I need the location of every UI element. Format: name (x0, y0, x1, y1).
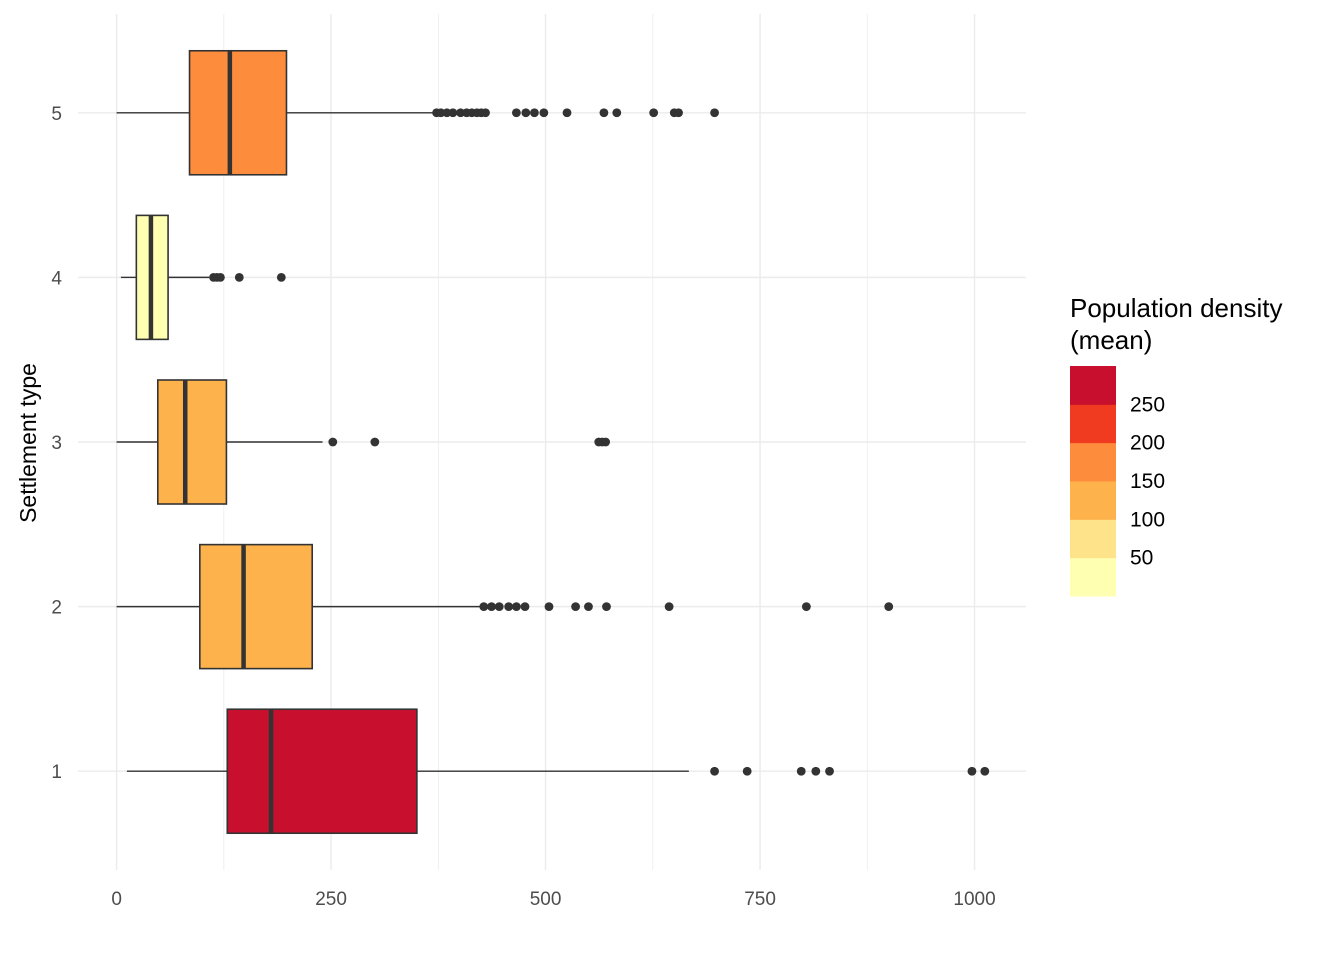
y-axis-title: Settlement type (15, 363, 41, 523)
box-category-2 (116, 543, 894, 670)
legend-swatch (1070, 481, 1116, 520)
legend-swatch (1070, 366, 1116, 405)
outlier-point (494, 602, 504, 612)
legend-swatch (1070, 404, 1116, 444)
legend-label: 200 (1130, 432, 1165, 455)
x-tick-label: 500 (530, 889, 562, 910)
outlier-point (328, 437, 338, 447)
outlier-point (664, 602, 674, 612)
legend-swatch (1070, 519, 1116, 559)
outlier-point (967, 766, 977, 776)
outlier-point (511, 108, 521, 118)
outlier-point (504, 602, 514, 612)
x-tick-label: 0 (111, 889, 122, 910)
outlier-point (530, 108, 539, 118)
y-axis-ticks: 1 2 3 4 5 (51, 104, 62, 783)
box-iqr (199, 543, 314, 670)
outlier-point (448, 108, 458, 118)
x-tick-label: 750 (744, 889, 776, 910)
legend-colorbar (1070, 366, 1116, 597)
outlier-point (481, 108, 490, 118)
legend-title-line1: Population density (1070, 293, 1282, 323)
legend-label: 100 (1130, 508, 1165, 531)
outlier-point (276, 272, 286, 282)
outlier-point (602, 602, 611, 612)
outlier-point (742, 766, 752, 776)
outlier-point (710, 108, 719, 118)
box-iqr (156, 379, 228, 505)
box-category-5 (116, 49, 719, 176)
y-tick-label: 5 (51, 104, 62, 125)
outlier-point (649, 108, 659, 118)
legend-swatch (1070, 557, 1116, 597)
outlier-point (539, 108, 549, 118)
outlier-point (601, 437, 611, 447)
outlier-point (487, 602, 496, 612)
outlier-point (571, 602, 580, 612)
legend-label: 150 (1130, 470, 1165, 493)
outlier-point (599, 108, 609, 118)
x-axis-ticks: 0 250 500 750 1000 (111, 889, 995, 910)
y-tick-label: 1 (51, 762, 62, 783)
outlier-point (796, 766, 806, 776)
legend-label: 250 (1130, 393, 1165, 416)
outlier-point (980, 766, 990, 776)
outlier-point (520, 602, 530, 612)
outlier-point (370, 437, 380, 447)
legend-swatch (1070, 442, 1116, 482)
box-category-3 (116, 379, 611, 505)
outlier-point (811, 766, 821, 776)
outlier-point (884, 602, 894, 612)
box-category-1 (126, 708, 990, 835)
outlier-point (216, 272, 225, 282)
outlier-point (584, 602, 593, 612)
y-tick-label: 4 (51, 268, 62, 289)
legend-label: 50 (1130, 547, 1153, 570)
boxes (116, 49, 990, 835)
outlier-point (612, 108, 622, 118)
outlier-point (511, 602, 521, 612)
outlier-point (825, 766, 834, 776)
x-tick-label: 1000 (953, 889, 995, 910)
outlier-point (521, 108, 531, 118)
outlier-point (479, 602, 489, 612)
outlier-point (544, 602, 554, 612)
box-iqr (226, 708, 418, 835)
y-tick-label: 3 (51, 433, 62, 454)
legend: Population density (mean) 50 100 150 200 250 (1070, 293, 1282, 597)
box-iqr (188, 49, 288, 176)
outlier-point (674, 108, 683, 118)
legend-title-line2: (mean) (1070, 325, 1152, 355)
outlier-point (234, 272, 244, 282)
y-tick-label: 2 (51, 598, 62, 619)
outlier-point (801, 602, 811, 612)
x-tick-label: 250 (315, 889, 347, 910)
legend-labels: 50 100 150 200 250 (1130, 393, 1165, 569)
box-category-4 (120, 214, 286, 341)
outlier-point (562, 108, 572, 118)
outlier-point (710, 766, 719, 776)
